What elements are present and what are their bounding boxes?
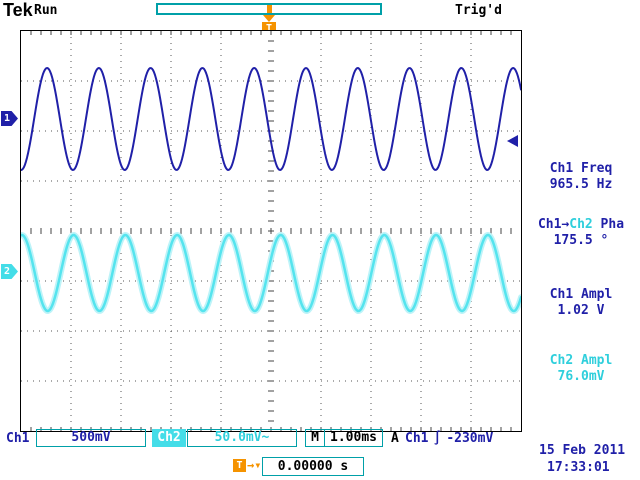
ch1-label: Ch1 (6, 431, 30, 446)
phase-suffix: Pha (592, 217, 625, 232)
trigger-level-arrow-icon (507, 135, 518, 147)
phase-source1: Ch1 (537, 217, 562, 232)
tek-logo: Tek (3, 0, 33, 20)
trigger-slope-icon: ∫ (433, 431, 442, 446)
ch2-badge: Ch2 (152, 429, 186, 447)
measurement-ch2-ampl: Ch2 Ampl 76.0mV (522, 353, 640, 385)
measurement-label: Ch2 Ampl (549, 353, 613, 368)
trigger-position-tick-icon (267, 5, 272, 13)
ch2-scale-readout: 50.0mV~ (187, 429, 297, 447)
acquisition-state: Run (34, 3, 58, 18)
delay-arrow-icon: →▾ (247, 458, 262, 472)
ch1-position-marker: 1 (1, 111, 18, 126)
trigger-readout: Ch1 ∫ -230mV (405, 431, 493, 446)
measurement-value: 1.02 V (557, 303, 605, 318)
trigger-level-value: -230mV (446, 431, 494, 446)
timebase-value: 1.00ms (330, 430, 377, 445)
waveform-plot (21, 31, 521, 431)
ch2-marker-label: 2 (4, 266, 11, 277)
trigger-mode-label: A (391, 431, 399, 446)
ch1-marker-label: 1 (4, 113, 11, 124)
trigger-status: Trig'd (455, 3, 502, 18)
trigger-source: Ch1 (405, 431, 429, 446)
record-view-bar (156, 3, 382, 15)
arrow-right-icon: → (561, 217, 570, 232)
measurement-ch1-freq: Ch1 Freq 965.5 Hz (522, 161, 640, 193)
measurement-label: Ch1→Ch2 Pha (522, 217, 640, 233)
measurement-value: 175.5 ° (553, 233, 609, 248)
measurement-phase: Ch1→Ch2 Pha 175.5 ° (522, 217, 640, 249)
delay-readout: 0.00000 s (262, 457, 364, 476)
timebase-readout: M 1.00ms (305, 429, 383, 447)
time-display: 17:33:01 (547, 460, 610, 475)
measurement-ch1-ampl: Ch1 Ampl 1.02 V (522, 287, 640, 319)
graticule (20, 30, 522, 432)
timebase-label: M (306, 430, 325, 446)
date-display: 15 Feb 2011 (539, 443, 626, 458)
trigger-position-triangle-icon (263, 15, 275, 22)
phase-source2: Ch2 (569, 217, 593, 232)
delay-t-icon: T (233, 459, 246, 472)
measurement-value: 965.5 Hz (549, 177, 613, 192)
measurement-label: Ch1 Ampl (549, 287, 613, 302)
ch2-position-marker: 2 (1, 264, 18, 279)
measurement-label: Ch1 Freq (549, 161, 613, 176)
ch1-scale-readout: 500mV (36, 429, 146, 447)
measurement-value: 76.0mV (557, 369, 605, 384)
